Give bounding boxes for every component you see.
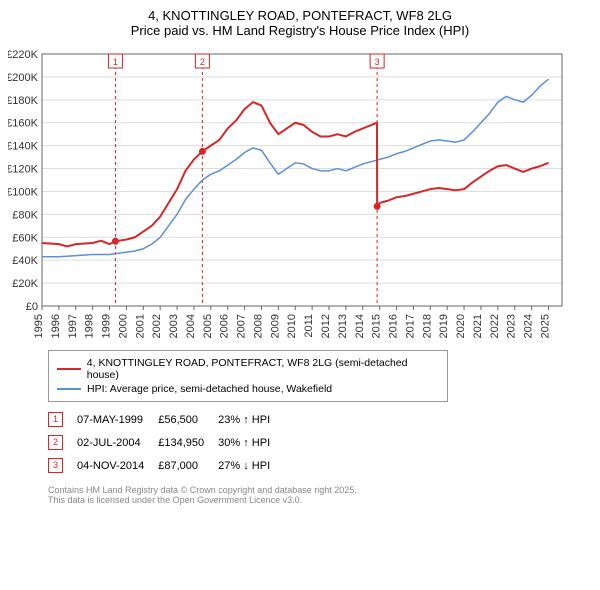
event-delta: 30% ↑ HPI: [218, 431, 284, 454]
svg-text:2011: 2011: [303, 314, 315, 338]
legend-item: HPI: Average price, semi-detached house,…: [57, 383, 439, 395]
svg-text:2021: 2021: [472, 314, 484, 338]
svg-text:2: 2: [200, 57, 205, 67]
event-price: £56,500: [158, 408, 218, 431]
svg-text:2001: 2001: [134, 314, 146, 338]
event-date: 04-NOV-2014: [77, 454, 158, 477]
legend: 4, KNOTTINGLEY ROAD, PONTEFRACT, WF8 2LG…: [48, 350, 448, 402]
event-delta: 27% ↓ HPI: [218, 454, 284, 477]
svg-text:£160K: £160K: [8, 118, 39, 130]
svg-text:2019: 2019: [438, 314, 450, 338]
svg-text:2015: 2015: [371, 314, 383, 338]
svg-text:£40K: £40K: [12, 255, 38, 267]
event-row: 3 04-NOV-2014 £87,000 27% ↓ HPI: [48, 454, 284, 477]
svg-text:£220K: £220K: [8, 49, 39, 61]
svg-text:£120K: £120K: [8, 164, 39, 176]
svg-text:£20K: £20K: [12, 278, 38, 290]
chart-title: 4, KNOTTINGLEY ROAD, PONTEFRACT, WF8 2LG…: [8, 8, 592, 38]
events-table: 1 07-MAY-1999 £56,500 23% ↑ HPI 2 02-JUL…: [48, 408, 284, 477]
svg-text:1997: 1997: [67, 314, 79, 338]
svg-text:£80K: £80K: [12, 209, 38, 221]
svg-text:2006: 2006: [219, 314, 231, 338]
footer-line2: This data is licensed under the Open Gov…: [48, 495, 592, 505]
svg-text:2018: 2018: [421, 314, 433, 338]
svg-text:2005: 2005: [202, 314, 214, 338]
event-marker-icon: 1: [48, 412, 63, 427]
svg-text:£180K: £180K: [8, 95, 39, 107]
svg-text:2024: 2024: [523, 314, 535, 338]
svg-text:2003: 2003: [168, 314, 180, 338]
legend-label: HPI: Average price, semi-detached house,…: [87, 383, 332, 395]
svg-text:1: 1: [113, 57, 118, 67]
chart-container: £0 £20K £40K £60K £80K £100K £120K £140K £160K £1…: [8, 44, 592, 344]
event-row: 2 02-JUL-2004 £134,950 30% ↑ HPI: [48, 431, 284, 454]
svg-text:2025: 2025: [539, 314, 551, 338]
event-price: £87,000: [158, 454, 218, 477]
svg-text:2020: 2020: [455, 314, 467, 338]
svg-text:1996: 1996: [50, 314, 62, 338]
svg-text:£140K: £140K: [8, 141, 39, 153]
svg-text:2014: 2014: [354, 314, 366, 338]
svg-text:£60K: £60K: [12, 232, 38, 244]
legend-label: 4, KNOTTINGLEY ROAD, PONTEFRACT, WF8 2LG…: [87, 357, 439, 381]
price-chart: £0 £20K £40K £60K £80K £100K £120K £140K £160K £1…: [8, 44, 568, 344]
svg-text:1995: 1995: [33, 314, 45, 338]
svg-text:2007: 2007: [236, 314, 248, 338]
svg-text:2010: 2010: [286, 314, 298, 338]
event-date: 02-JUL-2004: [77, 431, 158, 454]
svg-text:£100K: £100K: [8, 186, 39, 198]
event-marker-icon: 2: [48, 435, 63, 450]
svg-text:2017: 2017: [404, 314, 416, 338]
svg-text:2000: 2000: [117, 314, 129, 338]
event-delta: 23% ↑ HPI: [218, 408, 284, 431]
svg-text:2004: 2004: [185, 314, 197, 338]
svg-text:£200K: £200K: [8, 72, 39, 84]
svg-text:2022: 2022: [489, 314, 501, 338]
footer-note: Contains HM Land Registry data © Crown c…: [48, 485, 592, 505]
svg-text:2002: 2002: [151, 314, 163, 338]
legend-swatch: [57, 388, 81, 390]
svg-text:2013: 2013: [337, 314, 349, 338]
event-price: £134,950: [158, 431, 218, 454]
svg-text:2009: 2009: [269, 314, 281, 338]
svg-text:3: 3: [375, 57, 380, 67]
svg-text:2008: 2008: [252, 314, 264, 338]
event-marker-icon: 3: [48, 458, 63, 473]
svg-text:2016: 2016: [388, 314, 400, 338]
title-line1: 4, KNOTTINGLEY ROAD, PONTEFRACT, WF8 2LG: [8, 8, 592, 23]
svg-text:2012: 2012: [320, 314, 332, 338]
title-line2: Price paid vs. HM Land Registry's House …: [8, 23, 592, 38]
legend-swatch: [57, 368, 81, 371]
footer-line1: Contains HM Land Registry data © Crown c…: [48, 485, 592, 495]
event-row: 1 07-MAY-1999 £56,500 23% ↑ HPI: [48, 408, 284, 431]
svg-text:1999: 1999: [101, 314, 113, 338]
svg-text:2023: 2023: [506, 314, 518, 338]
legend-item: 4, KNOTTINGLEY ROAD, PONTEFRACT, WF8 2LG…: [57, 357, 439, 381]
svg-text:£0: £0: [26, 301, 38, 313]
event-date: 07-MAY-1999: [77, 408, 158, 431]
svg-text:1998: 1998: [84, 314, 96, 338]
